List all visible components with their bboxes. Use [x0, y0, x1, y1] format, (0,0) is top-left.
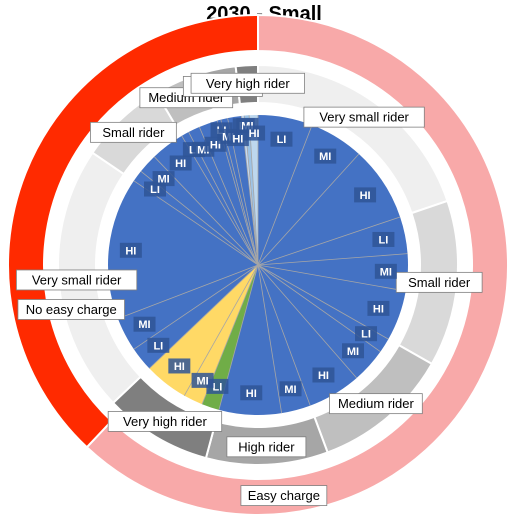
middle-label-small-rider-6-box	[90, 121, 177, 143]
middle-label-medium-rider-2-box	[329, 393, 423, 415]
inner-label-mi-15: MI	[138, 319, 150, 331]
inner-label-box-6	[355, 326, 378, 342]
inner-label-box-16	[119, 242, 142, 258]
inner-ring-divider-15	[133, 264, 259, 350]
inner-ring-divider-8	[257, 264, 357, 379]
inner-label-hi-16: HI	[125, 245, 136, 257]
middle-label-very-high-rider-9-box	[190, 72, 305, 94]
inner-label-box-12	[191, 372, 214, 388]
inner-ring-slice-hi-16	[108, 180, 258, 319]
inner-label-hi-13: HI	[174, 361, 185, 373]
inner-label-hi-19: HI	[175, 158, 186, 170]
inner-ring-slice-mi-9	[258, 265, 311, 414]
inner-label-li-6: LI	[361, 329, 371, 341]
inner-ring-divider-10	[257, 264, 283, 414]
inner-label-hi-8: HI	[318, 370, 329, 382]
inner-ring	[108, 115, 408, 415]
middle-label-very-high-rider-4-box	[107, 411, 223, 432]
inner-label-box-7	[342, 343, 365, 359]
inner-label-hi-10: HI	[246, 388, 257, 400]
inner-label-hi-2: HI	[360, 190, 371, 202]
inner-ring-divider-5	[257, 264, 406, 292]
inner-ring-slice-li-20	[181, 132, 258, 265]
inner-ring-divider-2	[257, 153, 360, 266]
inner-label-box-10	[240, 385, 263, 401]
inner-label-hi-25: HI	[232, 134, 243, 146]
callout-labels: Easy charge No easy charge Very small ride…	[16, 72, 483, 506]
inner-label-box-28	[243, 125, 266, 141]
inner-label-li-11: LI	[213, 381, 223, 393]
middle-label-very-small-rider-0: Very small rider	[319, 110, 409, 125]
outer-label-no-easy-charge-box	[17, 299, 125, 320]
outer-ring-slice-easy-charge-0	[85, 13, 509, 516]
inner-ring-slice-li-0	[258, 115, 313, 265]
inner-label-hi-22: HI	[210, 139, 221, 151]
inner-ring-divider-1	[257, 124, 313, 266]
inner-label-hi-28: HI	[249, 128, 260, 140]
inner-label-box-3	[372, 231, 395, 247]
inner-label-mi-12: MI	[196, 375, 208, 387]
inner-ring-slice-hi-22	[199, 120, 258, 265]
inner-label-box-15	[133, 316, 156, 332]
inner-label-box-1	[314, 148, 337, 164]
middle-label-small-rider-1: Small rider	[408, 275, 471, 290]
inner-label-mi-7: MI	[347, 346, 359, 358]
inner-ring-slice-hi-2	[258, 153, 401, 265]
inner-label-li-0: LI	[277, 134, 287, 146]
inner-ring-labels: LIMIHILIMIHILIMIHIMIHILIMIHILIMIHILIMIHI…	[119, 117, 397, 401]
inner-label-li-3: LI	[379, 234, 389, 246]
inner-label-mi-18: MI	[157, 174, 169, 186]
inner-label-box-8	[312, 367, 335, 383]
inner-label-box-4	[374, 263, 397, 279]
inner-ring-divider-16	[117, 264, 259, 319]
middle-label-high-rider-3-box	[226, 436, 307, 458]
inner-label-mi-1: MI	[319, 151, 331, 163]
inner-label-li-14: LI	[153, 340, 163, 352]
middle-label-very-small-rider-5: Very small rider	[32, 272, 122, 287]
outer-label-easy-charge-box	[240, 485, 328, 506]
inner-label-box-13	[168, 358, 191, 374]
inner-label-box-18	[152, 171, 175, 187]
inner-label-box-5	[367, 300, 390, 316]
inner-label-box-19	[169, 155, 192, 171]
middle-label-high-rider-3: High rider	[238, 439, 295, 454]
middle-label-medium-rider-2: Medium rider	[338, 396, 415, 411]
outer-label-easy-charge: Easy charge	[248, 488, 320, 503]
inner-ring-slice-mi-21	[188, 126, 258, 266]
inner-ring-divider-9	[257, 264, 311, 406]
inner-label-mi-9: MI	[284, 384, 296, 396]
inner-ring-slice-mi-12	[184, 265, 258, 405]
middle-label-very-small-rider-5-box	[16, 269, 138, 291]
inner-label-li-17: LI	[150, 184, 160, 196]
inner-label-box-9	[279, 381, 302, 397]
inner-ring-divider-4	[257, 253, 408, 266]
middle-label-very-high-rider-4: Very high rider	[123, 414, 207, 429]
inner-ring-slice-hi-10	[218, 265, 282, 415]
inner-ring-slice-li-3	[258, 216, 408, 265]
middle-label-small-rider-1-box	[395, 271, 483, 293]
inner-ring-divider-20	[181, 135, 259, 266]
inner-ring-divider-3	[257, 216, 401, 266]
inner-ring-slice-mi-4	[258, 253, 408, 292]
middle-label-very-high-rider-9: Very high rider	[206, 76, 290, 91]
inner-label-box-0	[270, 131, 293, 147]
middle-label-very-small-rider-0-box	[303, 106, 425, 128]
inner-label-mi-4: MI	[380, 266, 392, 278]
inner-ring-slice-hi-5	[258, 265, 406, 340]
middle-label-small-rider-6: Small rider	[102, 125, 165, 140]
inner-label-box-14	[147, 337, 170, 353]
outer-label-no-easy-charge: No easy charge	[26, 302, 117, 317]
inner-label-hi-5: HI	[373, 303, 384, 315]
inner-ring-slice-li-11	[202, 265, 258, 410]
inner-label-box-2	[354, 187, 377, 203]
